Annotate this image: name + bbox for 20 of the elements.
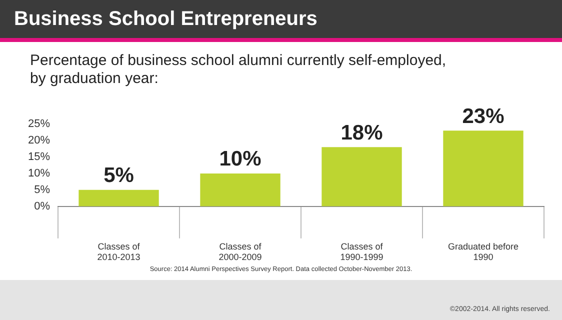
bar (322, 147, 402, 206)
data-label: 5% (104, 164, 134, 188)
chart-title: Business School Entrepreneurs (14, 8, 318, 31)
y-tick-label: 0% (34, 200, 50, 212)
y-tick-label: 20% (28, 134, 50, 147)
bar (78, 190, 159, 206)
x-tick-label: Classes of 2010-2013 (97, 241, 140, 262)
x-tick-label: Classes of 1990-1999 (340, 241, 384, 262)
data-label: 18% (340, 121, 384, 144)
x-tick-label: Graduated before 1990 (448, 241, 519, 262)
y-tick-label: 15% (28, 150, 50, 163)
y-tick-label: 10% (28, 167, 50, 180)
chart-subtitle: Percentage of business school alumni currently self-employed, by graduation year: (30, 52, 448, 88)
bar (443, 130, 524, 206)
y-tick-label: 25% (28, 118, 50, 130)
y-tick-label: 5% (34, 184, 50, 196)
data-label: 10% (219, 148, 262, 171)
x-tick-label: Classes of 2000-2009 (218, 241, 262, 262)
bar (200, 173, 280, 206)
data-label: 23% (462, 104, 505, 128)
